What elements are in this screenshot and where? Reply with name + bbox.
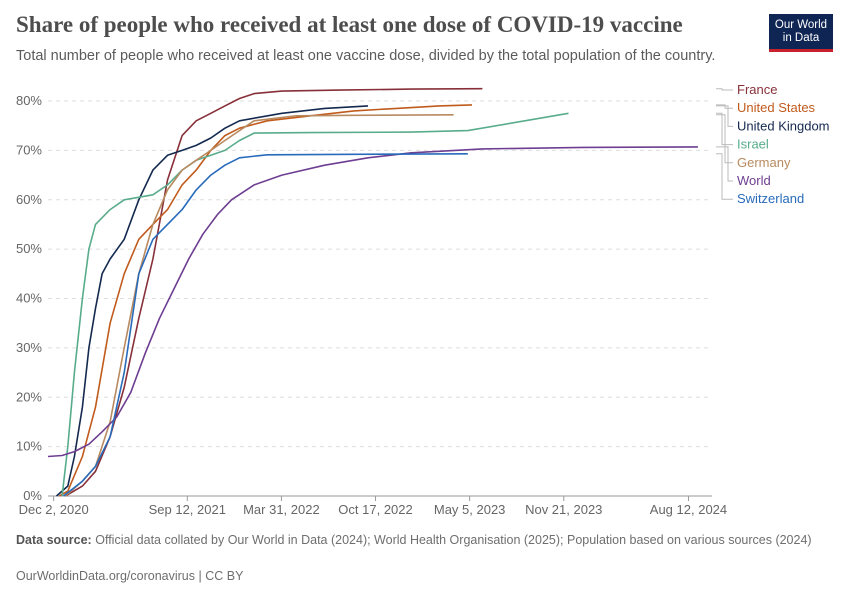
y-tick-label: 20% — [16, 389, 42, 404]
x-tick-label: Aug 12, 2024 — [650, 502, 727, 517]
y-tick-label: 60% — [16, 192, 42, 207]
series-line-switzerland — [63, 153, 468, 497]
legend-connector — [716, 104, 733, 109]
x-tick-label: Sep 12, 2021 — [149, 502, 226, 517]
source-label: Data source: — [16, 533, 92, 547]
data-source: Data source: Official data collated by O… — [16, 533, 816, 548]
legend-label-israel: Israel — [737, 137, 769, 152]
legend-label-world: World — [737, 173, 771, 188]
legend-connector — [716, 105, 733, 127]
x-tick-label: May 5, 2023 — [434, 502, 506, 517]
series-line-israel — [61, 112, 569, 497]
legend-label-germany: Germany — [737, 155, 791, 170]
series-line-united-states — [58, 104, 473, 497]
x-tick-label: Mar 31, 2022 — [243, 502, 320, 517]
chart-subtitle: Total number of people who received at l… — [16, 48, 716, 64]
legend-connector — [716, 153, 733, 200]
chart-title: Share of people who received at least on… — [16, 12, 683, 37]
credit-link[interactable]: OurWorldinData.org/coronavirus | CC BY — [16, 569, 244, 583]
legend-label-united-kingdom: United Kingdom — [737, 118, 830, 133]
legend-connector — [716, 146, 733, 182]
line-chart: 0% 10% 20% 30% 40% 50% 60% 70% 80% Dec 2, 2020 Sep… — [16, 82, 830, 517]
source-text: Official data collated by Our World in D… — [95, 533, 812, 547]
x-tick-label: Nov 21, 2023 — [525, 502, 602, 517]
y-tick-label: 10% — [16, 439, 42, 454]
y-tick-label: 30% — [16, 340, 42, 355]
series-line-world — [47, 146, 698, 458]
logo-line-1: Our World — [774, 19, 828, 31]
x-tick-label: Dec 2, 2020 — [19, 502, 89, 517]
x-tick-label: Oct 17, 2022 — [338, 502, 412, 517]
logo-line-2: in Data — [782, 32, 820, 44]
legend-connector — [716, 112, 733, 146]
legend-label-switzerland: Switzerland — [737, 191, 804, 206]
legend-connector — [716, 114, 733, 164]
legend-label-united-states: United States — [737, 100, 816, 115]
series-line-germany — [64, 114, 454, 497]
y-tick-label: 70% — [16, 142, 42, 157]
y-tick-label: 80% — [16, 93, 42, 108]
legend-label-france: France — [737, 82, 777, 97]
y-tick-label: 50% — [16, 241, 42, 256]
legend-connector — [716, 88, 733, 91]
series-line-united-kingdom — [55, 105, 369, 497]
y-tick-label: 0% — [23, 488, 42, 503]
owid-logo[interactable]: Our World in Data — [769, 14, 833, 52]
y-tick-label: 40% — [16, 291, 42, 306]
series-line-france — [64, 87, 483, 497]
